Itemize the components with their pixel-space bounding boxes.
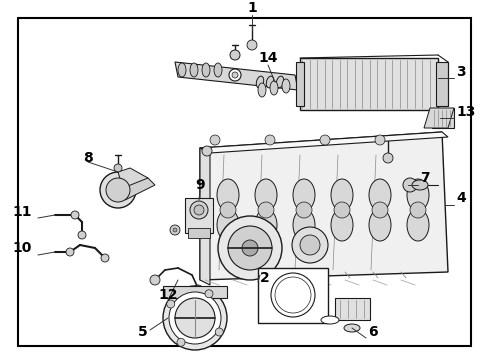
Circle shape bbox=[150, 275, 160, 285]
Ellipse shape bbox=[254, 209, 276, 241]
Circle shape bbox=[258, 202, 273, 218]
Text: 11: 11 bbox=[13, 205, 32, 219]
Bar bbox=[431, 108, 453, 128]
Circle shape bbox=[193, 285, 203, 295]
Text: 10: 10 bbox=[13, 241, 32, 255]
Ellipse shape bbox=[330, 179, 352, 211]
Text: 12: 12 bbox=[158, 288, 177, 302]
Text: 4: 4 bbox=[455, 191, 465, 205]
Text: 3: 3 bbox=[455, 65, 465, 79]
Bar bbox=[163, 286, 226, 298]
Text: 9: 9 bbox=[195, 178, 204, 192]
Polygon shape bbox=[200, 132, 447, 153]
Text: 5: 5 bbox=[138, 325, 148, 339]
Ellipse shape bbox=[214, 63, 222, 77]
Circle shape bbox=[409, 202, 425, 218]
Circle shape bbox=[382, 153, 392, 163]
Circle shape bbox=[202, 146, 212, 156]
Circle shape bbox=[71, 211, 79, 219]
Bar bbox=[435, 62, 447, 106]
Ellipse shape bbox=[406, 209, 428, 241]
Ellipse shape bbox=[254, 179, 276, 211]
Bar bbox=[299, 58, 437, 110]
Bar bbox=[184, 198, 213, 233]
Ellipse shape bbox=[256, 76, 263, 88]
Circle shape bbox=[242, 240, 258, 256]
Circle shape bbox=[100, 172, 136, 208]
Text: 1: 1 bbox=[246, 1, 256, 15]
Text: 7: 7 bbox=[419, 171, 429, 185]
Text: 13: 13 bbox=[455, 105, 474, 119]
Circle shape bbox=[371, 202, 387, 218]
Circle shape bbox=[101, 254, 109, 262]
Ellipse shape bbox=[276, 76, 283, 88]
Circle shape bbox=[204, 290, 213, 298]
Ellipse shape bbox=[406, 179, 428, 211]
Circle shape bbox=[299, 235, 319, 255]
Ellipse shape bbox=[292, 209, 314, 241]
Polygon shape bbox=[175, 62, 297, 90]
Text: 2: 2 bbox=[260, 271, 269, 285]
Circle shape bbox=[209, 135, 220, 145]
Circle shape bbox=[169, 292, 221, 344]
Ellipse shape bbox=[330, 209, 352, 241]
Ellipse shape bbox=[190, 63, 198, 77]
Ellipse shape bbox=[368, 209, 390, 241]
Polygon shape bbox=[118, 168, 148, 188]
Polygon shape bbox=[118, 178, 155, 200]
Circle shape bbox=[333, 202, 349, 218]
Bar bbox=[334, 298, 369, 320]
Polygon shape bbox=[200, 132, 447, 280]
Ellipse shape bbox=[292, 179, 314, 211]
Circle shape bbox=[374, 135, 384, 145]
Circle shape bbox=[166, 300, 174, 308]
Text: 14: 14 bbox=[258, 51, 277, 65]
Circle shape bbox=[295, 202, 311, 218]
Bar bbox=[187, 228, 209, 238]
Ellipse shape bbox=[269, 81, 278, 95]
Circle shape bbox=[227, 226, 271, 270]
Circle shape bbox=[114, 164, 122, 172]
Circle shape bbox=[264, 135, 274, 145]
Ellipse shape bbox=[217, 209, 239, 241]
Circle shape bbox=[177, 338, 184, 346]
Text: 8: 8 bbox=[83, 151, 93, 165]
Polygon shape bbox=[200, 148, 209, 285]
Circle shape bbox=[173, 228, 177, 232]
Bar bbox=[295, 62, 304, 106]
Ellipse shape bbox=[282, 79, 289, 93]
Ellipse shape bbox=[178, 63, 185, 77]
Circle shape bbox=[228, 69, 241, 81]
Ellipse shape bbox=[258, 83, 265, 97]
Circle shape bbox=[270, 273, 314, 317]
Circle shape bbox=[78, 231, 86, 239]
Bar bbox=[258, 268, 327, 323]
Ellipse shape bbox=[368, 179, 390, 211]
Circle shape bbox=[190, 201, 207, 219]
Ellipse shape bbox=[266, 76, 273, 88]
Ellipse shape bbox=[343, 324, 359, 332]
Ellipse shape bbox=[202, 63, 209, 77]
Circle shape bbox=[175, 298, 215, 338]
Text: 6: 6 bbox=[367, 325, 377, 339]
Circle shape bbox=[218, 216, 282, 280]
Circle shape bbox=[229, 50, 240, 60]
Circle shape bbox=[402, 178, 416, 192]
Circle shape bbox=[170, 225, 180, 235]
Polygon shape bbox=[423, 108, 453, 128]
Circle shape bbox=[274, 277, 310, 313]
Ellipse shape bbox=[320, 316, 338, 324]
Circle shape bbox=[194, 205, 203, 215]
Circle shape bbox=[106, 178, 130, 202]
Circle shape bbox=[291, 227, 327, 263]
Circle shape bbox=[215, 328, 223, 336]
Ellipse shape bbox=[217, 179, 239, 211]
Circle shape bbox=[220, 202, 236, 218]
Circle shape bbox=[231, 72, 238, 78]
Ellipse shape bbox=[411, 180, 427, 190]
Circle shape bbox=[66, 248, 74, 256]
Circle shape bbox=[246, 40, 257, 50]
Circle shape bbox=[319, 135, 329, 145]
Circle shape bbox=[163, 286, 226, 350]
